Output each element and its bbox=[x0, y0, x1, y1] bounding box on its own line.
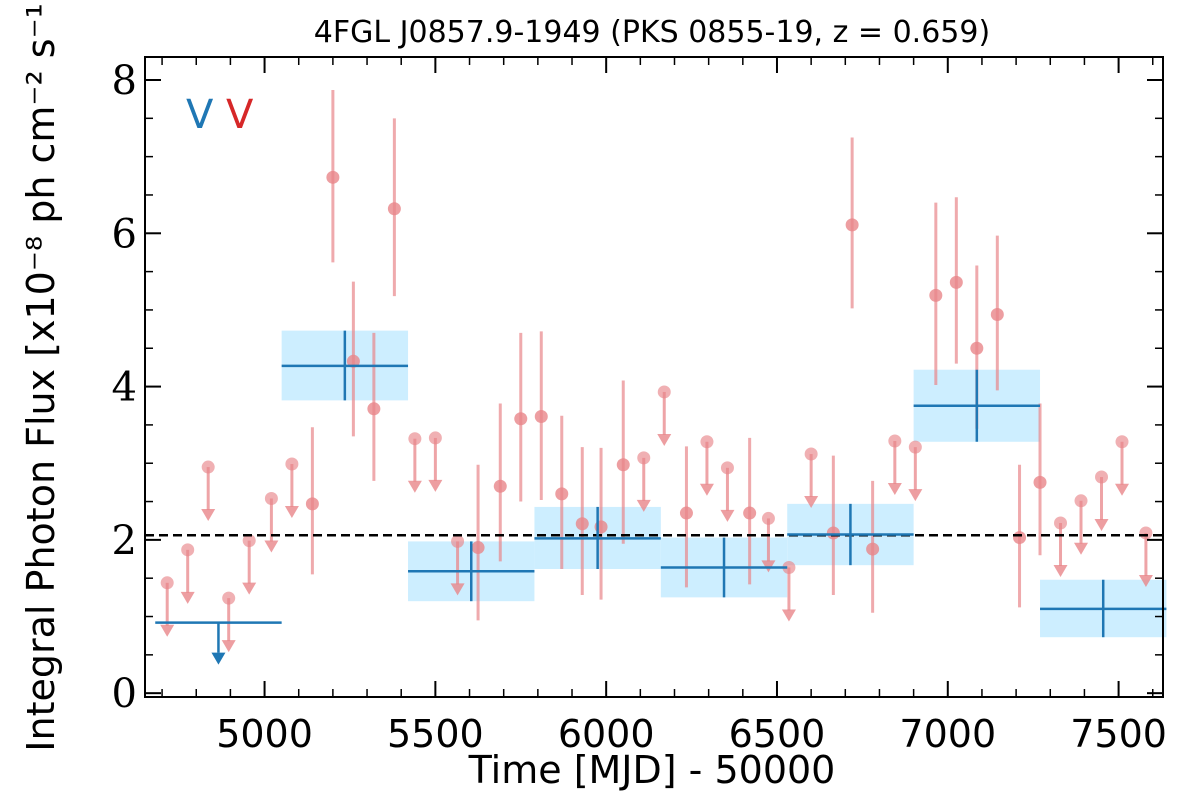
short-bin-upper-limit-arrow bbox=[284, 505, 299, 518]
short-bin-point bbox=[367, 402, 381, 416]
short-bin-upper-limit-point bbox=[285, 457, 299, 471]
short-bin-upper-limit-arrow bbox=[1053, 565, 1068, 578]
short-bin-point bbox=[493, 479, 507, 493]
axes-frame bbox=[144, 56, 1164, 698]
short-bin-upper-limit-arrow bbox=[221, 640, 236, 653]
short-bin-upper-limit-arrow bbox=[699, 483, 714, 496]
short-bin-upper-limit-point bbox=[804, 447, 818, 461]
short-bin-point bbox=[471, 541, 485, 555]
short-bin-point bbox=[1013, 531, 1027, 545]
short-bin-point bbox=[1033, 475, 1047, 489]
short-bin-upper-limit-point bbox=[181, 543, 195, 557]
short-bin-upper-limit-arrow bbox=[804, 496, 819, 509]
short-bin-upper-limit-arrow bbox=[636, 499, 651, 512]
short-bin-point bbox=[575, 517, 589, 531]
short-bin-upper-limit-point bbox=[637, 451, 651, 465]
text-layer: 4FGL J0857.9-1949 (PKS 0855-19, z = 0.65… bbox=[19, 0, 1167, 792]
x-tick-label: 7500 bbox=[1070, 712, 1167, 756]
short-bin-point bbox=[990, 308, 1004, 322]
short-bin-point bbox=[845, 218, 859, 232]
short-bin-upper-limit-point bbox=[1074, 494, 1088, 508]
x-tick-label: 5500 bbox=[387, 712, 484, 756]
short-bin-upper-limit-point bbox=[1095, 470, 1109, 484]
short-bin-upper-limit-arrow bbox=[1115, 483, 1130, 496]
short-bin-upper-limit-arrow bbox=[1094, 519, 1109, 532]
short-bin-upper-limit-arrow bbox=[242, 582, 257, 595]
short-bin-upper-limit-point bbox=[451, 534, 465, 548]
short-bin-point bbox=[970, 341, 984, 355]
short-bin-point bbox=[743, 506, 757, 520]
short-bin-point bbox=[534, 409, 548, 423]
short-bin-point bbox=[346, 354, 360, 368]
x-axis-label: Time [MJD] - 50000 bbox=[468, 748, 836, 792]
short-bin-upper-limit-arrow bbox=[887, 483, 902, 495]
short-bin-upper-limit-point bbox=[700, 435, 714, 449]
short-bin-upper-limit-point bbox=[408, 432, 422, 446]
short-bin-point bbox=[679, 506, 693, 520]
short-bin-upper-limit-point bbox=[720, 461, 734, 475]
short-bin-upper-limit-point bbox=[428, 431, 442, 445]
short-bin-upper-limit-point bbox=[657, 385, 671, 399]
short-bin-upper-limit-point bbox=[1054, 516, 1068, 530]
short-bin-upper-limit-point bbox=[1115, 435, 1129, 449]
legend-entry: V bbox=[186, 92, 214, 138]
short-bin-point bbox=[826, 526, 840, 540]
plot-layer bbox=[145, 89, 1167, 665]
short-bin-upper-limit-arrow bbox=[450, 583, 465, 596]
y-tick-label: 4 bbox=[112, 365, 137, 411]
short-bin-upper-limit-point bbox=[222, 591, 236, 605]
short-bin-point bbox=[929, 288, 943, 302]
x-tick-label: 5000 bbox=[216, 712, 313, 756]
short-bin-upper-limit-point bbox=[761, 511, 775, 525]
plot-frame bbox=[144, 56, 1164, 698]
short-bin-point bbox=[387, 202, 401, 216]
short-bin-upper-limit-arrow bbox=[160, 624, 175, 637]
short-bin-point bbox=[555, 487, 569, 501]
x-tick-label: 6000 bbox=[558, 712, 655, 756]
y-tick-label: 6 bbox=[112, 211, 137, 257]
short-bin-upper-limit-point bbox=[888, 434, 902, 448]
short-bin-point bbox=[326, 170, 340, 184]
short-bin-upper-limit-point bbox=[782, 560, 796, 574]
short-bin-upper-limit-point bbox=[160, 576, 174, 590]
short-bin-upper-limit-arrow bbox=[1138, 574, 1153, 587]
y-tick-label: 2 bbox=[112, 518, 137, 564]
short-bin-upper-limit-point bbox=[908, 440, 922, 454]
short-bin-upper-limit-arrow bbox=[657, 433, 672, 446]
short-bin-upper-limit-arrow bbox=[264, 540, 279, 553]
short-bin-point bbox=[949, 275, 963, 289]
short-bin-upper-limit-arrow bbox=[781, 609, 796, 622]
short-bin-upper-limit-arrow bbox=[908, 489, 923, 502]
short-bin-point bbox=[305, 497, 319, 511]
x-tick-label: 6500 bbox=[729, 712, 826, 756]
short-bin-upper-limit-point bbox=[201, 460, 215, 474]
x-tick-label: 7000 bbox=[899, 712, 996, 756]
short-bin-upper-limit-arrow bbox=[407, 480, 422, 493]
short-bin-upper-limit-arrow bbox=[428, 479, 443, 492]
y-tick-label: 0 bbox=[112, 671, 137, 717]
short-bin-upper-limit-point bbox=[264, 491, 278, 505]
legend-entry: V bbox=[226, 92, 254, 138]
short-bin-upper-limit-point bbox=[1139, 526, 1153, 540]
short-bin-point bbox=[616, 458, 630, 472]
short-bin-upper-limit-arrow bbox=[720, 509, 735, 522]
short-bin-upper-limit-arrow bbox=[1074, 542, 1089, 555]
short-bin-upper-limit-arrow bbox=[180, 591, 195, 604]
y-tick-label: 8 bbox=[112, 58, 137, 104]
y-axis-label: Integral Photon Flux [x10⁻⁸ ph cm⁻² s⁻¹] bbox=[19, 0, 63, 752]
short-bin-point bbox=[514, 412, 528, 426]
chart-title: 4FGL J0857.9-1949 (PKS 0855-19, z = 0.65… bbox=[314, 15, 990, 50]
short-bin-upper-limit-arrow bbox=[201, 509, 216, 522]
short-bin-upper-limit-point bbox=[242, 534, 256, 548]
long-bin-upper-limit-arrow bbox=[211, 652, 226, 665]
short-bin-point bbox=[866, 542, 880, 556]
